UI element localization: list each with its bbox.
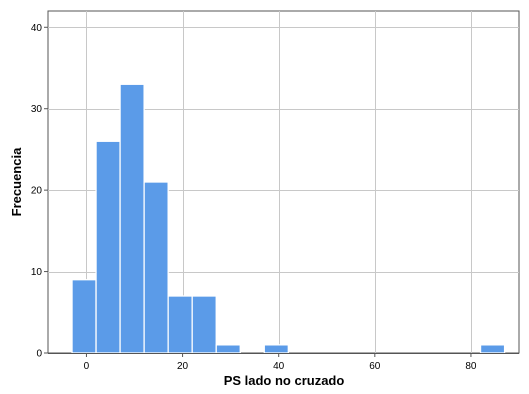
y-axis-ticks: 0 10 20 30 40 (31, 23, 48, 360)
y-tick-label: 10 (31, 267, 43, 278)
x-tick-label: 60 (369, 361, 381, 372)
histogram-bar (263, 344, 289, 354)
x-tick-label: 80 (465, 361, 477, 372)
histogram-bars (48, 83, 519, 354)
histogram-bar (119, 83, 145, 354)
histogram-bar (167, 295, 193, 354)
histogram-bar (479, 344, 506, 354)
x-axis-title: PS lado no cruzado (224, 373, 345, 388)
histogram-bar (215, 344, 241, 354)
y-tick-label: 30 (31, 104, 43, 115)
x-axis-ticks: 0 20 40 60 80 (84, 353, 477, 372)
histogram-bar (71, 279, 97, 354)
y-tick-label: 0 (36, 349, 42, 360)
histogram-bar (95, 140, 121, 354)
x-tick-label: 0 (84, 361, 90, 372)
x-tick-label: 40 (273, 361, 285, 372)
y-axis-title: Frecuencia (9, 147, 24, 216)
histogram-bar (143, 181, 169, 354)
histogram-bar (191, 295, 217, 354)
x-tick-label: 20 (177, 361, 189, 372)
y-tick-label: 40 (31, 23, 43, 34)
y-tick-label: 20 (31, 186, 43, 197)
